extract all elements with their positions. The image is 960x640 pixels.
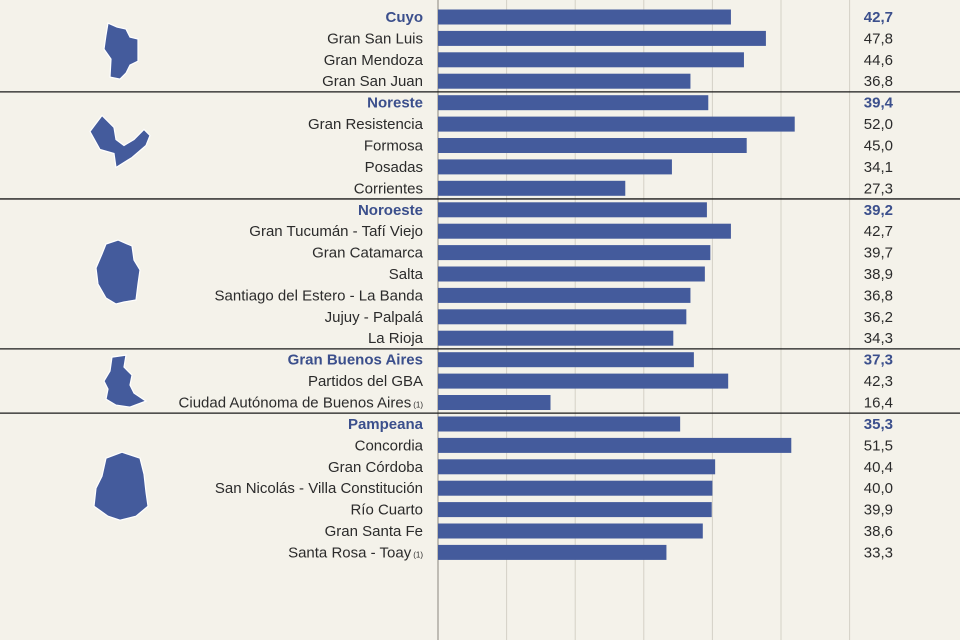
label-jujuy-palpala: Jujuy - Palpalá — [325, 309, 424, 326]
bar-ciudad-autonoma-de-buenos-aires — [438, 395, 551, 410]
value-noroeste-total: 39,2 — [864, 202, 893, 219]
bar-noreste-total — [438, 95, 709, 111]
bar-gran-resistencia — [438, 116, 795, 132]
value-gran-cordoba: 40,4 — [864, 459, 893, 476]
label-gran-cordoba: Gran Córdoba — [328, 459, 424, 476]
label-pampeana-total: Pampeana — [348, 416, 424, 433]
category-labels: Cuyo Gran San Luis Gran Mendoza Gran San Ju… — [179, 9, 424, 561]
label-gran-buenos-aires-total: Gran Buenos Aires — [288, 352, 423, 369]
bar-santa-rosa-toay — [438, 544, 667, 560]
bar-gran-santa-fe — [438, 523, 703, 539]
label-gran-mendoza: Gran Mendoza — [324, 52, 424, 69]
bar-gran-catamarca — [438, 245, 711, 261]
pampeana-map-icon — [93, 451, 149, 521]
label-la-rioja: La Rioja — [368, 330, 424, 347]
value-corrientes: 27,3 — [864, 180, 893, 197]
note-ciudad-autonoma-de-buenos-aires: (1) — [413, 401, 423, 410]
value-gran-san-luis: 47,8 — [864, 30, 893, 47]
value-partidos-del-gba: 42,3 — [864, 373, 893, 390]
label-corrientes: Corrientes — [354, 180, 423, 197]
bar-rio-cuarto — [438, 502, 712, 518]
note-santa-rosa-toay: (1) — [413, 550, 423, 559]
bar-formosa — [438, 138, 747, 153]
group-dividers — [0, 91, 960, 414]
value-pampeana-total: 35,3 — [864, 416, 893, 433]
label-partidos-del-gba: Partidos del GBA — [308, 373, 423, 390]
label-noroeste-total: Noroeste — [358, 202, 423, 219]
label-gran-san-luis: Gran San Luis — [327, 30, 423, 47]
bar-salta — [438, 266, 705, 282]
bar-san-nicolas-villa-constitucion — [438, 480, 713, 496]
bar-gran-san-luis — [438, 30, 766, 46]
label-santa-rosa-toay: Santa Rosa - Toay (1) — [288, 544, 423, 561]
value-cuyo-total: 42,7 — [864, 9, 893, 26]
label-gran-tucuman-tafi-viejo: Gran Tucumán - Tafí Viejo — [249, 223, 423, 240]
value-concordia: 51,5 — [864, 437, 893, 454]
region-icons — [89, 22, 151, 521]
value-gran-mendoza: 44,6 — [864, 52, 893, 69]
label-concordia: Concordia — [355, 437, 424, 454]
bar-gran-san-juan — [438, 73, 691, 89]
value-labels: 42,7 47,8 44,6 36,8 39,4 52,0 45,0 34,1 27,3 39,2… — [864, 9, 894, 561]
bar-jujuy-palpala — [438, 309, 687, 325]
gran-buenos-aires-map-icon — [103, 354, 148, 408]
value-jujuy-palpala: 36,2 — [864, 309, 893, 326]
bar-gran-mendoza — [438, 52, 744, 68]
label-formosa: Formosa — [364, 138, 424, 155]
value-formosa: 45,0 — [864, 138, 893, 155]
value-posadas: 34,1 — [864, 159, 893, 176]
label-san-nicolas-villa-constitucion: San Nicolás - Villa Constitución — [215, 480, 423, 497]
bars — [438, 9, 795, 560]
bar-gran-tucuman-tafi-viejo — [438, 223, 731, 239]
value-san-nicolas-villa-constitucion: 40,0 — [864, 480, 893, 497]
value-ciudad-autonoma-de-buenos-aires: 16,4 — [864, 395, 893, 412]
label-rio-cuarto: Río Cuarto — [350, 502, 423, 519]
value-la-rioja: 34,3 — [864, 330, 893, 347]
bar-pampeana-total — [438, 416, 681, 432]
label-noreste-total: Noreste — [367, 95, 423, 112]
bar-gran-buenos-aires-total — [438, 352, 694, 368]
bar-posadas — [438, 159, 672, 175]
value-gran-tucuman-tafi-viejo: 42,7 — [864, 223, 893, 240]
value-gran-santa-fe: 38,6 — [864, 523, 893, 540]
value-noreste-total: 39,4 — [864, 95, 894, 112]
bar-corrientes — [438, 180, 626, 196]
label-gran-santa-fe: Gran Santa Fe — [325, 523, 423, 540]
value-gran-san-juan: 36,8 — [864, 73, 893, 90]
label-posadas: Posadas — [365, 159, 423, 176]
cuyo-map-icon — [103, 22, 139, 80]
bar-la-rioja — [438, 330, 674, 346]
bar-noroeste-total — [438, 202, 707, 218]
value-gran-buenos-aires-total: 37,3 — [864, 352, 893, 369]
noroeste-map-icon — [95, 239, 141, 305]
label-salta: Salta — [389, 266, 424, 283]
label-ciudad-autonoma-de-buenos-aires: Ciudad Autónoma de Buenos Aires (1) — [179, 395, 424, 412]
label-santiago-del-estero-la-banda: Santiago del Estero - La Banda — [215, 287, 424, 304]
value-santa-rosa-toay: 33,3 — [864, 544, 893, 561]
bar-gran-cordoba — [438, 459, 716, 475]
label-gran-catamarca: Gran Catamarca — [312, 245, 424, 262]
label-gran-san-juan: Gran San Juan — [322, 73, 423, 90]
noreste-map-icon — [89, 114, 151, 169]
label-gran-resistencia: Gran Resistencia — [308, 116, 424, 133]
label-cuyo-total: Cuyo — [386, 9, 424, 26]
value-salta: 38,9 — [864, 266, 893, 283]
bar-partidos-del-gba — [438, 373, 729, 389]
bar-concordia — [438, 437, 792, 453]
value-gran-catamarca: 39,7 — [864, 245, 893, 262]
value-santiago-del-estero-la-banda: 36,8 — [864, 287, 893, 304]
bar-santiago-del-estero-la-banda — [438, 287, 691, 303]
bar-cuyo-total — [438, 9, 731, 25]
value-gran-resistencia: 52,0 — [864, 116, 893, 133]
value-rio-cuarto: 39,9 — [864, 502, 893, 519]
